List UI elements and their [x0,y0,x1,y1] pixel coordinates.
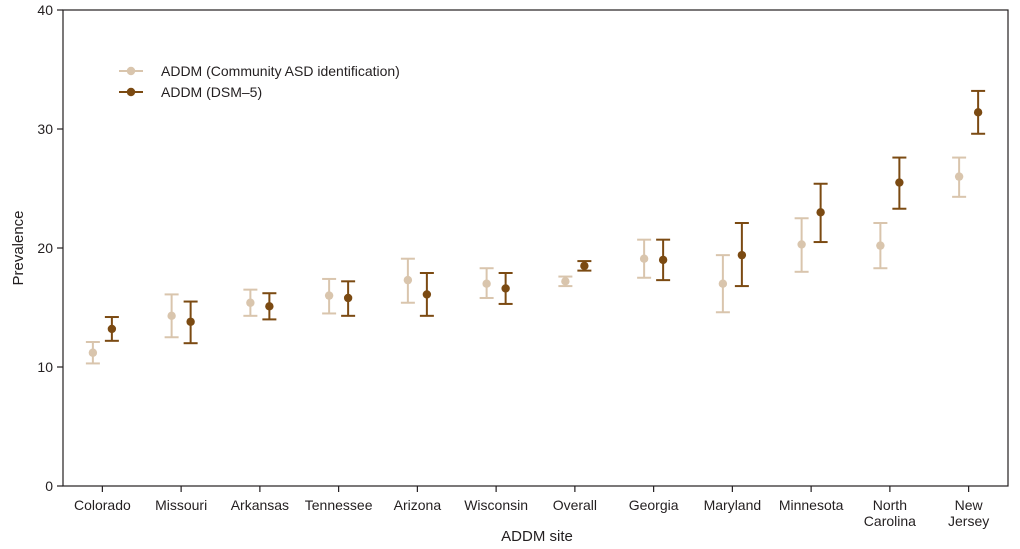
y-tick-label: 20 [37,240,53,256]
x-tick-label: Jersey [948,513,989,529]
series-2 [104,89,986,345]
y-axis-label: Prevalence [10,210,27,285]
data-point [797,240,806,249]
data-point [343,293,353,303]
data-point [580,261,589,271]
data-marks [85,89,986,365]
x-tick-label: Missouri [155,497,207,513]
data-point [954,172,964,181]
x-tick-label: Wisconsin [464,497,528,513]
data-point [88,348,98,357]
x-tick-label: Colorado [74,497,131,513]
y-tick-label: 30 [37,121,53,137]
data-point [482,279,491,288]
data-point [973,108,983,117]
data-point [501,284,510,293]
y-tick-label: 10 [37,359,53,375]
data-point [403,275,413,285]
x-tick-label: Minnesota [779,497,844,513]
y-tick-label: 0 [45,478,53,494]
x-tick-label: Arizona [394,497,442,513]
axes: 0 10 20 30 40 Colorado Missouri Arkansas Tenness… [37,2,1009,529]
legend-label: ADDM (DSM–5) [161,84,262,100]
x-axis-label: ADDM site [501,528,573,545]
data-point [639,254,649,263]
data-point [186,317,195,326]
x-tick-label: Overall [553,497,597,513]
data-point [816,208,825,217]
x-tick-label: Arkansas [231,497,289,513]
x-tick-label: Tennessee [305,497,373,513]
data-point [324,291,334,300]
data-point [876,241,885,250]
plot-frame [62,9,1009,487]
x-tick-label: New [955,497,984,513]
legend-marker [126,87,136,97]
x-tick-label: Carolina [864,513,916,529]
data-point [737,250,747,260]
data-point [561,277,570,286]
data-point [422,290,432,299]
x-tick-label: North [873,497,907,513]
series-1 [85,156,967,365]
data-point [895,178,904,187]
legend: ADDM (Community ASD identification) ADDM … [119,63,400,100]
data-point [718,279,728,288]
y-tick-label: 40 [37,2,53,18]
data-point [107,324,117,334]
data-point [167,311,176,321]
legend-marker [126,66,136,76]
x-tick-label: Georgia [629,497,679,513]
legend-label: ADDM (Community ASD identification) [161,63,400,79]
x-tick-label: Maryland [704,497,762,513]
data-point [246,298,255,307]
data-point [265,302,274,311]
data-point [658,255,668,265]
